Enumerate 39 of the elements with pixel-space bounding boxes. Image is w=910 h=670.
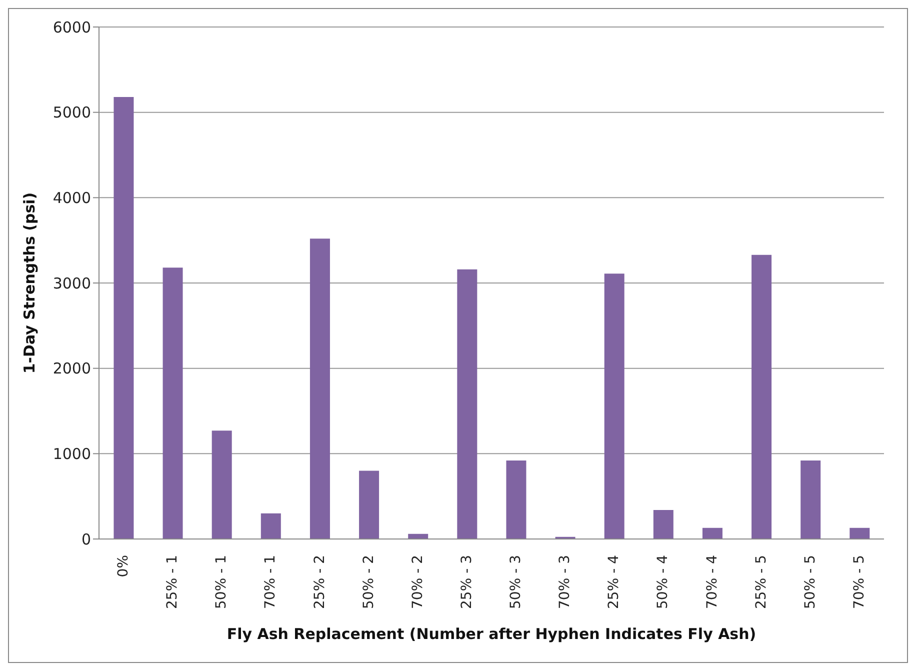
bar: [850, 528, 870, 539]
x-tick-label: 50% - 5: [802, 555, 818, 609]
bar: [752, 254, 772, 539]
y-tick-label: 5000: [52, 104, 91, 122]
x-tick-label: 25% - 2: [312, 555, 328, 609]
x-tick-label: 50% - 2: [360, 555, 377, 609]
bar: [114, 96, 134, 539]
x-tick-label: 50% - 1: [214, 555, 230, 609]
x-tick-label: 70% - 1: [262, 555, 279, 609]
x-tick-label: 25% - 1: [164, 555, 181, 609]
y-tick-label: 1000: [52, 444, 91, 463]
y-tick-label: 3000: [52, 274, 91, 292]
y-axis-title: 1-Day Strengths (psi): [20, 192, 38, 374]
y-tick-label: 2000: [52, 360, 91, 378]
bar: [506, 460, 526, 539]
bar: [212, 430, 232, 539]
y-tick-label: 0: [81, 530, 91, 548]
x-tick-label: 70% - 2: [410, 555, 426, 609]
x-tick-label: 70% - 5: [851, 555, 868, 609]
y-tick-label: 6000: [52, 18, 91, 36]
x-tick-label: 25% - 4: [606, 554, 622, 609]
x-tick-label: 25% - 3: [458, 555, 475, 609]
x-tick-label: 50% - 4: [655, 554, 672, 609]
x-tick-label: 50% - 3: [508, 555, 524, 609]
x-tick-label: 70% - 3: [557, 555, 574, 609]
bar: [359, 470, 380, 539]
bar: [310, 238, 330, 539]
x-tick-label: 70% - 4: [704, 554, 720, 609]
bar: [457, 269, 478, 539]
x-axis-title: Fly Ash Replacement (Number after Hyphen Indicates Fly Ash): [226, 625, 756, 643]
x-tick-label: 0%: [116, 555, 132, 578]
bar: [702, 528, 722, 539]
bar: [162, 268, 183, 539]
bar: [653, 510, 674, 539]
bar: [604, 274, 624, 539]
bar: [260, 513, 281, 539]
y-tick-label: 4000: [52, 188, 91, 207]
bar: [800, 460, 821, 539]
x-tick-label: 25% - 5: [753, 555, 770, 609]
